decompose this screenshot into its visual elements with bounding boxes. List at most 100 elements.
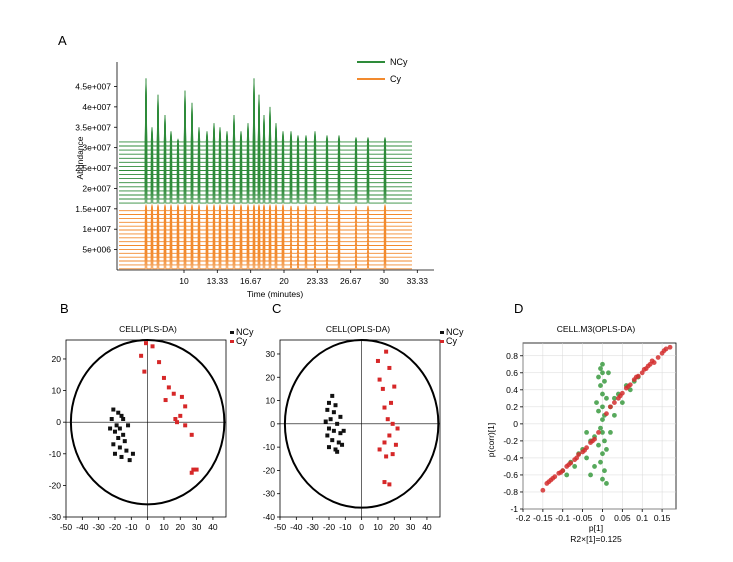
x-tick-label: 0.1 xyxy=(636,513,648,523)
opls-da-points xyxy=(323,349,400,487)
x-tick-label: 23.33 xyxy=(307,276,329,286)
trace-ncy-6 xyxy=(119,83,412,180)
point-green xyxy=(600,391,605,397)
point-red xyxy=(566,462,572,468)
point-cy xyxy=(384,349,389,354)
pls-da-score-plot: CELL(PLS-DA) -50 -40 -30 -20 -10 0 10 20 30 40-30… xyxy=(49,324,254,532)
point-red xyxy=(582,447,587,453)
point-cy xyxy=(139,353,144,358)
point-ncy xyxy=(117,426,122,431)
x-tick-label: 30 xyxy=(406,522,416,532)
point-green xyxy=(600,429,605,435)
point-cy xyxy=(178,413,183,418)
point-cy xyxy=(150,344,155,349)
legend-label-ncy: NCy xyxy=(236,327,254,337)
point-ncy xyxy=(130,451,135,456)
x-tick-label: 0.15 xyxy=(654,513,671,523)
chromatogram-chart: 5e+006 1e+007 1.5e+007 2e+007 2.5e+007 3e+007… xyxy=(75,57,434,299)
point-ncy xyxy=(330,438,335,443)
x-tick-label: -20 xyxy=(109,522,122,532)
s-plot-x-label: p[1] xyxy=(589,523,603,533)
x-tick-label: 30 xyxy=(192,522,202,532)
point-cy xyxy=(142,369,147,374)
point-cy xyxy=(166,385,171,390)
point-cy xyxy=(179,394,184,399)
x-tick-label: -0.05 xyxy=(573,513,593,523)
point-ncy xyxy=(336,440,341,445)
point-cy xyxy=(375,358,380,363)
point-ncy xyxy=(127,458,132,463)
s-plot-x-label-secondary: R2×[1]=0.125 xyxy=(570,534,622,544)
point-green xyxy=(612,395,617,401)
point-cy xyxy=(380,386,385,391)
point-ncy xyxy=(331,410,336,415)
y-tick-label: 2.5e+007 xyxy=(75,163,111,173)
point-cy xyxy=(390,421,395,426)
point-ncy xyxy=(341,428,346,433)
opls-da-legend: NCy Cy xyxy=(440,327,464,346)
x-tick-label: 13.33 xyxy=(207,276,229,286)
point-green xyxy=(600,476,605,482)
point-green xyxy=(600,370,605,376)
point-green xyxy=(600,404,605,410)
legend-label-cy: Cy xyxy=(390,74,401,84)
point-ncy xyxy=(328,417,333,422)
x-tick-label: -20 xyxy=(323,522,336,532)
trace-ncy-15 xyxy=(119,78,412,143)
point-ncy xyxy=(112,451,117,456)
point-cy xyxy=(377,447,382,452)
s-plot-title: CELL.M3(OPLS-DA) xyxy=(557,324,636,334)
point-cy xyxy=(392,384,397,389)
point-green xyxy=(598,366,603,371)
point-red xyxy=(641,366,647,372)
panel-letter-c: C xyxy=(272,301,281,316)
point-ncy xyxy=(326,426,331,431)
point-cy xyxy=(382,480,387,485)
opls-da-zero-lines xyxy=(280,340,440,517)
pls-da-hotelling-ellipse xyxy=(69,339,226,506)
point-ncy xyxy=(335,449,340,454)
opls-da-ticks: -50 -40 -30 -20 -10 0 10 20 30 40-40-30-20-100102… xyxy=(263,349,432,532)
point-red xyxy=(633,374,639,380)
point-red xyxy=(655,355,661,360)
point-red xyxy=(649,358,655,364)
chromatogram-legend: NCy Cy xyxy=(357,57,408,84)
point-ncy xyxy=(119,413,124,418)
point-red xyxy=(617,393,623,399)
point-red xyxy=(667,344,673,350)
x-tick-label: 0.05 xyxy=(614,513,631,523)
point-red xyxy=(625,384,631,389)
x-tick-label: -10 xyxy=(125,522,138,532)
point-cy xyxy=(157,360,162,365)
point-ncy xyxy=(109,417,114,422)
point-red xyxy=(604,411,609,417)
point-ncy xyxy=(119,454,124,459)
legend-marker-ncy xyxy=(230,331,234,334)
point-green xyxy=(602,438,607,444)
point-red xyxy=(661,348,667,354)
point-ncy xyxy=(121,417,126,422)
point-ncy xyxy=(111,442,116,447)
chromatogram-y-ticks: 5e+006 1e+007 1.5e+007 2e+007 2.5e+007 3e+007… xyxy=(75,81,117,255)
point-ncy xyxy=(116,435,121,440)
y-tick-label: 1e+007 xyxy=(82,224,111,234)
chromatogram-traces xyxy=(119,78,412,270)
point-ncy xyxy=(331,428,336,433)
point-cy xyxy=(384,454,389,459)
point-green xyxy=(596,374,601,380)
point-green xyxy=(584,455,589,461)
legend-label-ncy: NCy xyxy=(390,57,408,67)
point-ncy xyxy=(325,433,330,438)
point-cy xyxy=(377,377,382,382)
x-tick-label: 0 xyxy=(145,522,150,532)
s-plot-ticks: -0.2 -0.15 -0.1 -0.05 0 0.05 0.1 0.15-1-0.8-0.6… xyxy=(503,351,670,523)
x-tick-label: -0.15 xyxy=(533,513,553,523)
hotelling-ellipse xyxy=(69,339,226,506)
chromatogram-x-ticks: 10 13.33 16.67 20 23.33 26.67 30 33.33 xyxy=(179,270,428,286)
point-ncy xyxy=(116,410,121,415)
s-plot: CELL.M3(OPLS-DA) -0.2 -0.15 -0.1 -0.05 0 0.05… xyxy=(486,324,677,544)
legend-marker-cy xyxy=(440,340,444,343)
point-green xyxy=(598,425,603,431)
point-green xyxy=(564,472,570,478)
panel-letter-d: D xyxy=(514,301,523,316)
